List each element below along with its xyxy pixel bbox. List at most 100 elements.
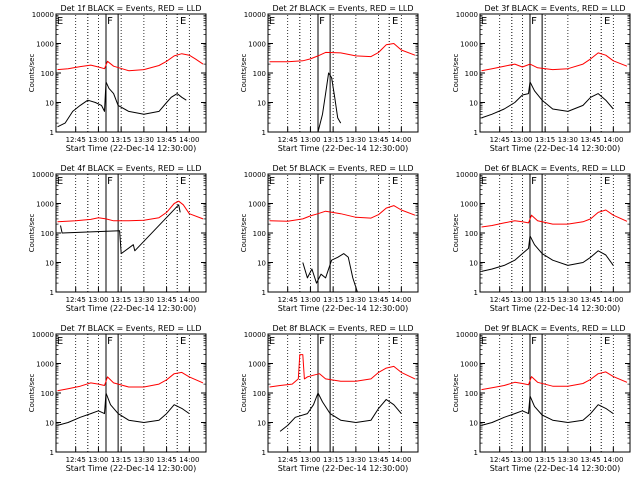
marker-label: F — [319, 16, 325, 27]
marker-label: E — [57, 176, 63, 187]
plot-frame — [479, 333, 631, 453]
y-tick-label: 10 — [45, 420, 54, 428]
plot-frame — [267, 333, 419, 453]
y-tick-label: 10 — [45, 100, 54, 108]
x-tick-label: 13:45 — [369, 456, 389, 464]
panel-title: Det 4f BLACK = Events, RED = LLD — [60, 164, 201, 173]
x-tick-label: 14:00 — [179, 136, 199, 144]
y-tick-label: 100 — [41, 390, 54, 398]
panel-5: Det 5f BLACK = Events, RED = LLD 1 10 100 10… — [240, 164, 419, 313]
series-lld-line — [481, 209, 628, 228]
x-axis-label: Start Time (22-Dec-14 12:30:00) — [278, 304, 409, 313]
x-tick-label: 14:00 — [603, 456, 623, 464]
x-tick-label: 14:00 — [179, 456, 199, 464]
y-tick-label: 100 — [253, 230, 266, 238]
series-events-line — [481, 235, 614, 272]
panel-8: Det 8f BLACK = Events, RED = LLD 1 10 100 10… — [240, 324, 419, 473]
y-tick-label: 10000 — [456, 331, 478, 339]
y-tick-label: 1000 — [36, 41, 54, 49]
y-tick-label: 10000 — [244, 331, 266, 339]
panel-9: Det 9f BLACK = Events, RED = LLD 1 10 100 10… — [452, 324, 631, 473]
marker-label: E — [604, 336, 610, 347]
y-tick-label: 1 — [262, 289, 266, 297]
x-tick-label: 13:00 — [300, 136, 320, 144]
x-tick-label: 13:30 — [134, 136, 154, 144]
series-lld-line — [57, 200, 204, 223]
y-tick-label: 10000 — [244, 11, 266, 19]
x-tick-label: 13:00 — [300, 456, 320, 464]
marker-label: E — [180, 176, 186, 187]
marker-label: F — [531, 16, 537, 27]
marker-label: E — [57, 16, 63, 27]
marker-label: E — [604, 176, 610, 187]
y-tick-label: 1000 — [248, 361, 266, 369]
x-tick-label: 12:45 — [490, 136, 510, 144]
series-lld-line — [481, 371, 628, 391]
x-tick-label: 13:15 — [323, 456, 343, 464]
y-axis-label: Counts/sec — [240, 374, 248, 413]
x-tick-label: 14:00 — [391, 136, 411, 144]
marker-label: E — [180, 16, 186, 27]
series-events-line — [57, 81, 187, 128]
y-tick-label: 10 — [469, 260, 478, 268]
y-axis-label: Counts/sec — [28, 374, 36, 413]
panel-7: Det 7f BLACK = Events, RED = LLD 1 10 100 10… — [28, 324, 207, 473]
x-tick-label: 13:45 — [581, 456, 601, 464]
y-tick-label: 10 — [257, 260, 266, 268]
x-axis-label: Start Time (22-Dec-14 12:30:00) — [278, 144, 409, 153]
y-tick-label: 1 — [474, 129, 478, 137]
series-events-line — [279, 392, 402, 432]
series-events-line — [481, 81, 614, 119]
marker-label: E — [269, 16, 275, 27]
y-tick-label: 1 — [474, 449, 478, 457]
marker-label: E — [392, 336, 398, 347]
plot-frame — [55, 333, 207, 453]
marker-label: F — [531, 176, 537, 187]
x-tick-label: 13:00 — [88, 136, 108, 144]
series-lld-line — [57, 53, 204, 72]
x-tick-label: 12:45 — [490, 456, 510, 464]
marker-label: E — [481, 176, 487, 187]
x-axis-label: Start Time (22-Dec-14 12:30:00) — [490, 464, 621, 473]
x-tick-label: 12:45 — [66, 296, 86, 304]
panel-6: Det 6f BLACK = Events, RED = LLD 1 10 100 10… — [452, 164, 631, 313]
x-tick-label: 13:00 — [300, 296, 320, 304]
x-tick-label: 13:15 — [323, 136, 343, 144]
series-events-line — [317, 72, 342, 132]
x-tick-label: 14:00 — [391, 296, 411, 304]
marker-label: E — [269, 176, 275, 187]
series-events-line — [60, 204, 181, 255]
plot-frame — [267, 173, 419, 293]
y-tick-label: 1000 — [248, 201, 266, 209]
y-axis-label: Counts/sec — [452, 214, 460, 253]
marker-label: E — [392, 16, 398, 27]
x-tick-label: 13:30 — [558, 296, 578, 304]
y-tick-label: 10 — [469, 100, 478, 108]
marker-label: E — [604, 16, 610, 27]
x-tick-label: 13:30 — [346, 456, 366, 464]
y-axis-label: Counts/sec — [28, 54, 36, 93]
series-lld-line — [269, 354, 416, 388]
marker-label: F — [107, 176, 113, 187]
series-lld-line — [481, 52, 628, 72]
panel-title: Det 5f BLACK = Events, RED = LLD — [272, 164, 413, 173]
series-events-line — [481, 395, 614, 426]
marker-label: F — [107, 16, 113, 27]
plot-frame — [479, 173, 631, 293]
marker-label: E — [392, 176, 398, 187]
x-tick-label: 13:45 — [581, 296, 601, 304]
x-tick-label: 13:00 — [512, 456, 532, 464]
series-lld-line — [269, 43, 416, 63]
x-tick-label: 13:45 — [369, 136, 389, 144]
marker-label: E — [481, 16, 487, 27]
y-tick-label: 10000 — [32, 331, 54, 339]
y-tick-label: 1000 — [36, 361, 54, 369]
y-tick-label: 10 — [257, 420, 266, 428]
panel-title: Det 6f BLACK = Events, RED = LLD — [484, 164, 625, 173]
panel-2: Det 2f BLACK = Events, RED = LLD 1 10 100 10… — [240, 4, 419, 153]
x-tick-label: 13:15 — [535, 136, 555, 144]
marker-label: F — [107, 336, 113, 347]
x-axis-label: Start Time (22-Dec-14 12:30:00) — [490, 144, 621, 153]
plot-frame — [267, 13, 419, 133]
x-tick-label: 13:15 — [111, 456, 131, 464]
